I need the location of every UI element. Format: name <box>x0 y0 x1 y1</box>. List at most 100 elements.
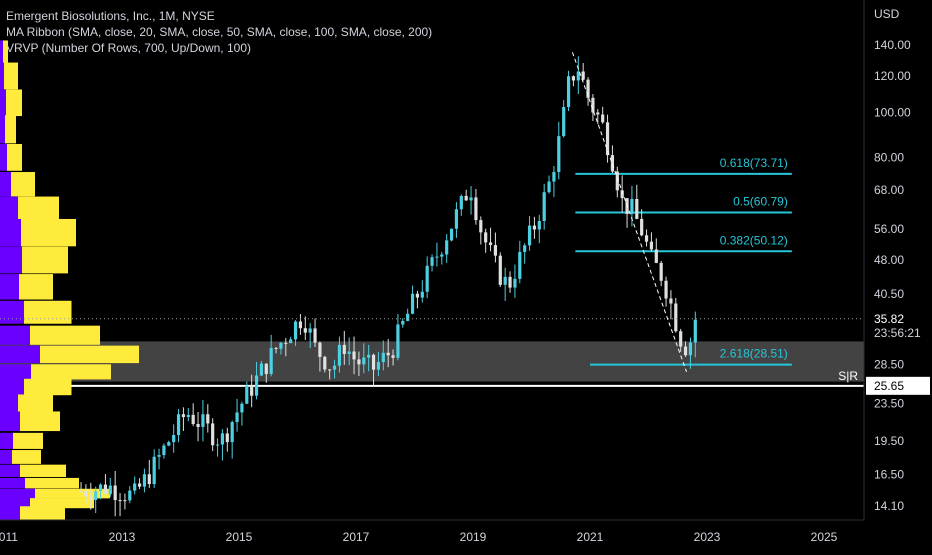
candle-body <box>596 112 600 115</box>
vrvp-indicator[interactable]: VRVP (Number Of Rows, 700, Up/Down, 100) <box>6 41 251 55</box>
volume-row-down <box>0 40 3 65</box>
candle-body <box>430 257 434 266</box>
candle-body <box>601 114 605 123</box>
volume-row-up <box>4 62 18 90</box>
fib-levels[interactable]: 0.618(73.71) 0.5(60.79) 0.382(50.12) 2.618(… <box>575 156 792 366</box>
candle-body <box>542 192 546 221</box>
candle-body <box>484 232 488 243</box>
ma-ribbon-indicator[interactable]: MA Ribbon (SMA, close, 20, SMA, close, 5… <box>6 25 433 39</box>
volume-row-down <box>0 498 30 509</box>
volume-row-down <box>0 274 19 300</box>
candle-body <box>347 351 351 354</box>
candle-body <box>669 298 673 304</box>
candle-body <box>615 171 619 191</box>
candle-body <box>162 445 166 456</box>
volume-row-up <box>24 378 72 396</box>
volume-row-down <box>0 345 40 364</box>
candle-body <box>172 435 176 443</box>
volume-row-up <box>21 218 76 247</box>
volume-row-up <box>20 506 65 521</box>
candle-body <box>220 433 225 445</box>
candle-body <box>191 414 195 424</box>
candle-body <box>498 255 502 285</box>
candle-body <box>440 254 444 257</box>
candle-body <box>181 414 186 418</box>
candle-body <box>605 122 610 156</box>
candle-body <box>342 344 346 354</box>
candle-body <box>362 357 366 365</box>
candle-body <box>89 496 93 501</box>
candle-body <box>196 423 200 427</box>
last-price-value: 35.82 <box>874 312 904 326</box>
candle-body <box>566 76 571 108</box>
volume-row-down <box>0 411 20 432</box>
y-tick-label: 68.00 <box>874 183 904 197</box>
candle-body <box>683 346 688 356</box>
trend-line[interactable] <box>571 52 687 373</box>
volume-row-down <box>0 464 20 477</box>
candle-body <box>201 414 205 427</box>
volume-row-down <box>0 450 12 464</box>
candle-body <box>318 342 322 357</box>
candle-body <box>635 198 639 219</box>
candle-body <box>610 155 615 172</box>
candle-body <box>449 228 454 241</box>
candle-body <box>464 195 468 201</box>
candle-body <box>357 359 361 365</box>
candle-body <box>630 198 634 214</box>
candle-body <box>552 172 556 182</box>
volume-row-down <box>0 115 5 144</box>
candle-body <box>298 321 303 329</box>
candle-body <box>523 245 527 252</box>
candle-body <box>371 354 376 370</box>
volume-row-down <box>0 394 18 413</box>
symbol-title[interactable]: Emergent Biosolutions, Inc., 1M, NYSE <box>6 9 215 23</box>
candle-body <box>323 356 327 370</box>
volume-row-down <box>0 89 6 117</box>
candle-body <box>459 195 463 210</box>
candles <box>79 56 697 517</box>
volume-row-down <box>0 300 24 324</box>
x-tick-label: 2021 <box>577 530 604 544</box>
volume-row-down <box>0 218 21 247</box>
y-tick-label: 140.00 <box>874 38 911 52</box>
chart-legend: Emergent Biosolutions, Inc., 1M, NYSE MA… <box>6 8 432 56</box>
candle-body <box>693 319 697 343</box>
candle-body <box>401 320 405 325</box>
fib-label: 0.618(73.71) <box>720 156 788 170</box>
candle-body <box>454 209 459 229</box>
sr-zone-layer: S|R <box>0 341 864 387</box>
volume-row-up <box>35 488 110 499</box>
candle-body <box>332 365 337 370</box>
candle-body <box>415 293 420 298</box>
candle-body <box>547 181 551 193</box>
candle-body <box>240 403 244 413</box>
volume-row-down <box>0 62 4 90</box>
fib-label: 2.618(28.51) <box>720 347 788 361</box>
candle-body <box>557 136 561 173</box>
candle-body <box>527 225 532 246</box>
candle-body <box>176 414 181 436</box>
volume-row-up <box>24 300 72 324</box>
candle-body <box>98 484 103 492</box>
y-tick-label: 80.00 <box>874 150 904 164</box>
candle-body <box>503 276 507 285</box>
y-tick-label: 23.50 <box>874 396 904 410</box>
candle-body <box>308 328 312 333</box>
candle-body <box>167 442 171 446</box>
candle-body <box>679 331 683 347</box>
candle-body <box>118 500 122 502</box>
volume-row-up <box>25 477 79 489</box>
candle-body <box>250 385 254 396</box>
x-tick-label: 2011 <box>0 530 18 544</box>
candle-body <box>410 293 415 314</box>
candle-body <box>245 385 249 404</box>
candle-body <box>474 197 478 221</box>
candle-body <box>293 321 298 340</box>
candle-body <box>537 220 541 230</box>
y-tick-label: 16.50 <box>874 467 904 481</box>
candle-body <box>688 342 693 356</box>
volume-row-down <box>0 196 18 221</box>
